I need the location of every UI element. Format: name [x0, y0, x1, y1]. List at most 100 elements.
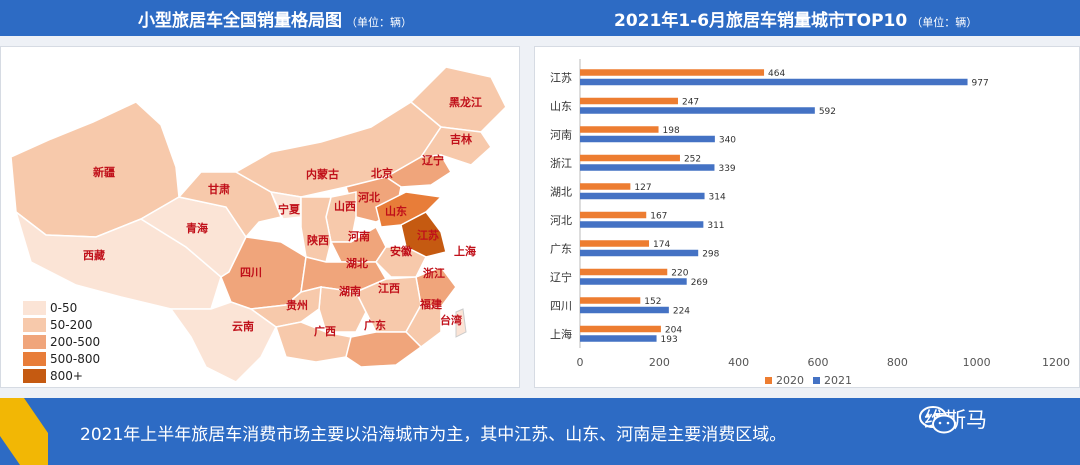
map-label-guizhou: 贵州 — [286, 299, 308, 312]
x-tick-label: 1200 — [1042, 356, 1070, 369]
chart-title-text: 2021年1-6月旅居车销量城市TOP10 — [614, 11, 908, 31]
bar-value-label: 314 — [709, 193, 726, 203]
bar-value-label: 340 — [719, 136, 736, 146]
map-region-xizang — [14, 209, 222, 310]
category-label: 广东 — [550, 242, 572, 255]
map-label-gansu: 甘肃 — [208, 183, 230, 196]
bar-2021 — [580, 335, 657, 342]
bar-value-label: 220 — [671, 269, 688, 279]
map-label-beijing: 北京 — [371, 167, 393, 180]
bar-2021 — [580, 164, 715, 171]
category-label: 河南 — [550, 128, 572, 141]
map-region-guangdong — [345, 331, 423, 368]
map-label-neimenggu: 内蒙古 — [306, 168, 339, 181]
bar-2020 — [580, 154, 680, 162]
map-legend-label: 800+ — [50, 368, 83, 383]
footer: 2021年上半年旅居车消费市场主要以沿海城市为主，其中江苏、山东、河南是主要消费… — [0, 398, 1080, 465]
bar-value-label: 193 — [661, 335, 678, 345]
bar-value-label: 977 — [972, 79, 989, 89]
bar-value-label: 252 — [684, 155, 701, 165]
bar-value-label: 247 — [682, 98, 699, 108]
map-legend-item: 200-500 — [23, 333, 100, 350]
category-label: 江苏 — [550, 71, 572, 84]
map-legend-label: 200-500 — [50, 334, 101, 349]
category-label: 上海 — [550, 327, 572, 341]
map-label-shandong: 山东 — [385, 205, 407, 218]
map-label-yunnan: 云南 — [232, 320, 254, 333]
map-legend-label: 0-50 — [50, 300, 78, 315]
map-label-anhui: 安徽 — [390, 245, 412, 258]
map-title-unit: （单位：辆） — [346, 16, 412, 29]
map-legend-item: 50-200 — [23, 316, 100, 333]
bar-value-label: 592 — [819, 107, 836, 117]
x-tick-label: 600 — [808, 356, 829, 369]
map-label-guangxi: 广西 — [314, 325, 336, 338]
category-label: 河北 — [550, 214, 572, 227]
bar-value-label: 167 — [650, 212, 667, 222]
bar-2020 — [580, 97, 678, 105]
map-label-jiangsu: 江苏 — [417, 229, 439, 242]
bar-2020 — [580, 183, 631, 190]
map-legend-item: 800+ — [23, 367, 100, 384]
bar-2020 — [580, 297, 641, 304]
map-label-taiwan: 台湾 — [440, 314, 462, 327]
bar-2021 — [580, 78, 968, 86]
category-label: 四川 — [550, 299, 572, 312]
map-label-xizang: 西藏 — [83, 249, 105, 262]
map-label-shanghai: 上海 — [454, 245, 476, 258]
china-map-panel: 黑龙江 吉林 辽宁 新疆 内蒙古 北京 甘肃 河北 宁夏 山西 山东 青海 陕西… — [0, 46, 520, 388]
map-legend-swatch — [23, 317, 46, 332]
map-region-shaanxi — [300, 196, 332, 263]
legend-swatch — [765, 377, 772, 384]
bar-2020 — [580, 69, 765, 76]
bar-value-label: 152 — [644, 297, 661, 307]
map-legend-swatch — [23, 368, 46, 383]
bar-2021 — [580, 278, 687, 285]
bar-value-label: 224 — [673, 307, 690, 317]
map-legend-label: 500-800 — [50, 351, 101, 366]
chart-title: 2021年1-6月旅居车销量城市TOP10 （单位：辆） — [614, 6, 977, 31]
map-region-gansu — [177, 171, 283, 239]
map-title-text: 小型旅居车全国销量格局图 — [138, 11, 342, 31]
bar-value-label: 339 — [718, 164, 735, 174]
category-label: 湖北 — [550, 185, 572, 198]
bar-2020 — [580, 126, 659, 133]
bar-2021 — [580, 135, 715, 143]
legend-swatch — [813, 377, 820, 384]
x-tick-label: 200 — [649, 356, 670, 369]
category-label: 山东 — [550, 100, 572, 113]
legend-label: 2021 — [824, 374, 852, 387]
bar-2020 — [580, 240, 650, 247]
footer-corner-decoration — [0, 398, 48, 465]
map-legend-swatch — [23, 334, 46, 349]
map-label-ningxia: 宁夏 — [278, 203, 300, 216]
map-label-qinghai: 青海 — [186, 222, 208, 235]
map-label-henan: 河南 — [348, 230, 370, 243]
bar-value-label: 204 — [665, 326, 682, 336]
map-label-heilongjiang: 黑龙江 — [449, 96, 482, 109]
legend-label: 2020 — [776, 374, 804, 387]
map-label-fujian: 福建 — [420, 298, 442, 311]
wechat-icon — [919, 406, 956, 434]
bar-chart: 江苏 464 977 山东 247 592 河南 198 340 浙江 252 339 湖北 127 314… — [550, 59, 1070, 387]
bar-value-label: 298 — [702, 250, 719, 260]
map-legend-swatch — [23, 351, 46, 366]
footer-summary: 2021年上半年旅居车消费市场主要以沿海城市为主，其中江苏、山东、河南是主要消费… — [80, 425, 787, 445]
bar-2021 — [580, 249, 699, 257]
x-tick-label: 0 — [577, 356, 584, 369]
map-region-yunnan — [169, 301, 277, 383]
title-bar: 小型旅居车全国销量格局图 （单位：辆） 2021年1-6月旅居车销量城市TOP10… — [0, 0, 1080, 36]
x-tick-label: 400 — [728, 356, 749, 369]
map-legend-swatch — [23, 300, 46, 315]
map-label-jilin: 吉林 — [450, 133, 472, 146]
bar-value-label: 311 — [707, 221, 724, 231]
bar-2021 — [580, 221, 704, 228]
map-label-xinjiang: 新疆 — [93, 166, 115, 179]
bar-value-label: 174 — [653, 240, 670, 250]
category-label: 浙江 — [550, 157, 572, 170]
bar-2020 — [580, 268, 668, 276]
map-label-jiangxi: 江西 — [378, 282, 400, 295]
map-label-hebei: 河北 — [358, 191, 380, 204]
map-label-shaanxi: 陕西 — [307, 234, 329, 247]
bar-2020 — [580, 325, 661, 333]
